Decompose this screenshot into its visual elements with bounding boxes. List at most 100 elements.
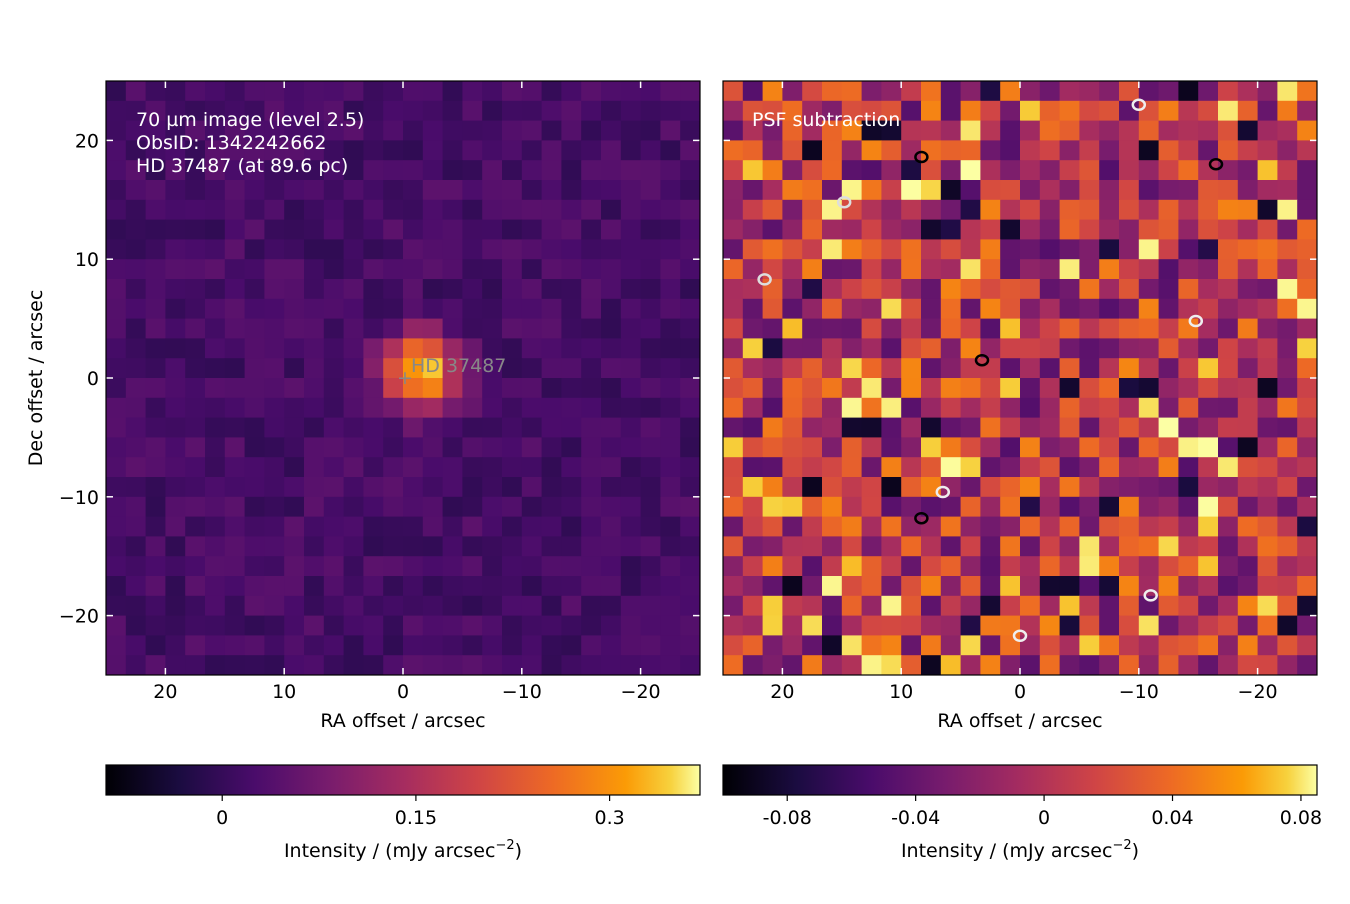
left-heatmap-cell bbox=[264, 576, 285, 597]
left-heatmap-cell bbox=[502, 358, 523, 379]
right-heatmap-cell bbox=[1297, 81, 1318, 102]
right-heatmap-cell bbox=[881, 219, 902, 240]
left-heatmap-cell bbox=[244, 259, 265, 280]
left-heatmap-cell bbox=[541, 496, 562, 518]
left-heatmap-cell bbox=[482, 318, 503, 339]
left-heatmap-cell bbox=[125, 437, 147, 458]
left-heatmap-cell bbox=[521, 140, 543, 161]
left-heatmap-cell bbox=[383, 81, 404, 102]
left-heatmap-cell bbox=[323, 477, 345, 498]
left-heatmap-cell bbox=[284, 100, 305, 122]
left-heatmap-cell bbox=[680, 199, 701, 221]
left-heatmap-cell bbox=[383, 378, 404, 399]
left-heatmap-cell bbox=[620, 437, 642, 458]
right-heatmap-cell bbox=[921, 81, 942, 102]
left-heatmap-cell bbox=[224, 615, 246, 636]
right-heatmap-cell bbox=[861, 516, 882, 537]
right-heatmap-cell bbox=[1158, 457, 1179, 478]
right-heatmap-cell bbox=[1257, 81, 1278, 102]
left-heatmap-cell bbox=[383, 140, 404, 161]
left-heatmap-cell bbox=[106, 279, 127, 300]
left-heatmap-cell bbox=[165, 259, 186, 280]
left-heatmap-cell bbox=[462, 576, 483, 597]
left-heatmap-cell bbox=[422, 219, 444, 240]
right-heatmap-cell bbox=[980, 615, 1001, 636]
right-heatmap-cell bbox=[1198, 516, 1219, 537]
right-heatmap-cell bbox=[1000, 477, 1021, 498]
left-heatmap-cell bbox=[363, 140, 384, 161]
right-heatmap-cell bbox=[1138, 378, 1160, 399]
right-heatmap-cell bbox=[1158, 318, 1179, 339]
left-heatmap-cell bbox=[165, 397, 186, 419]
right-heatmap-cell bbox=[940, 199, 962, 221]
right-heatmap-cell bbox=[1079, 120, 1100, 141]
left-heatmap-cell bbox=[244, 120, 265, 141]
contour-loop bbox=[914, 150, 929, 164]
right-heatmap-cell bbox=[1198, 635, 1219, 656]
left-heatmap-cell bbox=[224, 496, 246, 518]
right-heatmap-cell bbox=[782, 496, 803, 518]
right-heatmap-cell bbox=[1198, 239, 1219, 260]
right-heatmap-cell bbox=[901, 160, 922, 181]
right-heatmap-cell bbox=[742, 635, 764, 656]
right-heatmap-cell bbox=[1059, 457, 1080, 478]
left-heatmap-cell bbox=[561, 655, 582, 676]
right-heatmap-cell bbox=[1119, 338, 1140, 359]
left-heatmap-cell bbox=[620, 655, 642, 676]
left-heatmap-cell bbox=[660, 417, 681, 438]
left-heatmap-cell bbox=[640, 655, 661, 676]
left-heatmap-cell bbox=[165, 279, 186, 300]
left-heatmap-cell bbox=[680, 120, 701, 141]
left-heatmap-cell bbox=[601, 595, 622, 617]
left-heatmap-cell bbox=[284, 576, 305, 597]
left-heatmap-cell bbox=[640, 338, 661, 359]
left-heatmap-cell bbox=[462, 239, 483, 260]
right-heatmap-cell bbox=[940, 397, 962, 419]
right-heatmap-cell bbox=[960, 615, 981, 636]
right-heatmap-cell bbox=[1218, 556, 1239, 577]
right-heatmap-cell bbox=[782, 199, 803, 221]
right-heatmap-cell bbox=[1178, 477, 1199, 498]
left-heatmap-cell bbox=[482, 160, 503, 181]
right-heatmap-cell bbox=[1277, 595, 1298, 617]
right-heatmap-cell bbox=[1059, 417, 1080, 438]
left-heatmap-cell bbox=[541, 417, 562, 438]
right-heatmap-cell bbox=[861, 576, 882, 597]
left-heatmap-cell bbox=[224, 199, 246, 221]
right-heatmap-cell bbox=[1039, 655, 1061, 676]
right-heatmap-cell bbox=[1059, 219, 1080, 240]
right-heatmap-cell bbox=[1178, 81, 1199, 102]
left-heatmap-cell bbox=[165, 536, 186, 557]
left-heatmap-cell bbox=[521, 595, 543, 617]
right-heatmap-cell bbox=[1198, 378, 1219, 399]
left-heatmap-cell bbox=[462, 199, 483, 221]
left-heatmap-cell bbox=[205, 556, 226, 577]
right-heatmap-cell bbox=[1138, 81, 1160, 102]
left-heatmap-cell bbox=[462, 338, 483, 359]
right-heatmap-cell bbox=[1059, 259, 1080, 280]
left-heatmap-cell bbox=[383, 180, 404, 201]
right-heatmap-cell bbox=[1257, 338, 1278, 359]
left-heatmap-cell bbox=[106, 655, 127, 676]
right-heatmap-cell bbox=[1178, 437, 1199, 458]
right-heatmap-cell bbox=[1020, 477, 1041, 498]
left-heatmap-cell bbox=[561, 496, 582, 518]
left-heatmap-cell bbox=[106, 358, 127, 379]
left-heatmap-cell bbox=[482, 615, 503, 636]
right-heatmap-cell bbox=[1079, 655, 1100, 676]
left-heatmap-cell bbox=[462, 259, 483, 280]
left-heatmap-cell bbox=[521, 536, 543, 557]
left-heatmap-cell bbox=[205, 516, 226, 537]
left-heatmap-cell bbox=[383, 556, 404, 577]
right-heatmap-cell bbox=[1277, 536, 1298, 557]
right-heatmap-cell bbox=[1297, 576, 1318, 597]
right-heatmap-cell bbox=[1138, 615, 1160, 636]
right-heatmap-cell bbox=[1257, 318, 1278, 339]
right-heatmap-cell bbox=[1277, 615, 1298, 636]
left-heatmap-cell bbox=[680, 239, 701, 260]
y-tick-label: −20 bbox=[59, 606, 99, 628]
left-heatmap-cell bbox=[422, 536, 444, 557]
right-heatmap-cell bbox=[980, 338, 1001, 359]
right-heatmap-cell bbox=[841, 180, 863, 201]
left-heatmap-cell bbox=[264, 655, 285, 676]
